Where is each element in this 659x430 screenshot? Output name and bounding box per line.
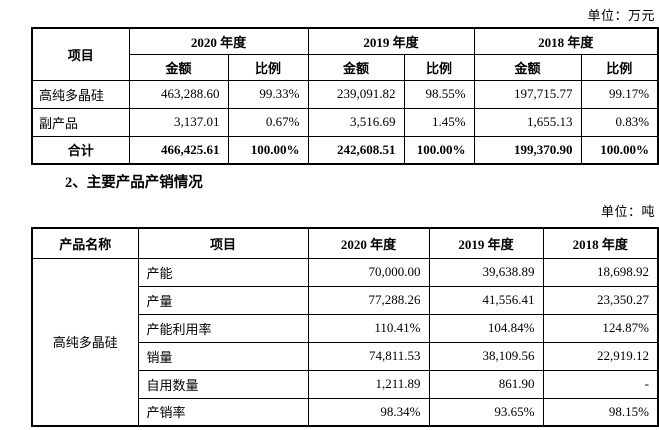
cell-amount-2020: 463,288.60 xyxy=(128,79,229,109)
col-header-amount-2018: 金额 xyxy=(473,53,582,81)
cell-product-name: 高纯多晶硅 xyxy=(31,257,139,427)
cell-amount-2020: 3,137.01 xyxy=(128,107,229,137)
cell-value-2020: 70,000.00 xyxy=(307,257,430,287)
cell-value-2018: 124.87% xyxy=(542,313,659,343)
cell-value-2018: 98.15% xyxy=(542,397,659,427)
col-header-item: 项目 xyxy=(137,227,309,259)
cell-ratio-2018: 0.83% xyxy=(580,107,659,137)
table-row-output: 产量 77,288.26 41,556.41 23,350.27 xyxy=(32,285,659,315)
table-row-capacity: 高纯多晶硅 产能 70,000.00 39,638.89 18,698.92 xyxy=(31,257,659,427)
col-header-year-2018: 2018 年度 xyxy=(473,27,659,55)
table-row-byproduct: 副产品 3,137.01 0.67% 3,516.69 1.45% 1,655.… xyxy=(31,107,659,137)
cell-ratio-2018: 100.00% xyxy=(580,135,659,165)
cell-item-total: 合计 xyxy=(31,135,130,165)
cell-value-2020: 98.34% xyxy=(307,397,430,427)
cell-value-2020: 110.41% xyxy=(307,313,430,343)
production-header-row: 产品名称 项目 2020 年度 2019 年度 2018 年度 xyxy=(31,227,659,259)
revenue-table: 项目 2020 年度 2019 年度 2018 年度 金额 比例 金额 比例 金… xyxy=(31,27,659,165)
cell-item: 产量 xyxy=(137,285,309,315)
cell-ratio-2020: 99.33% xyxy=(227,79,309,109)
col-header-year-2019: 2019 年度 xyxy=(307,27,475,55)
production-table: 产品名称 项目 2020 年度 2019 年度 2018 年度 高纯多晶硅 产能… xyxy=(31,227,659,427)
col-header-product-name: 产品名称 xyxy=(31,227,139,259)
cell-item: 高纯多晶硅 xyxy=(31,79,130,109)
cell-value-2018: - xyxy=(542,369,659,399)
cell-value-2018: 22,919.12 xyxy=(542,341,659,371)
col-header-ratio-2020: 比例 xyxy=(227,53,309,81)
cell-item: 自用数量 xyxy=(137,369,309,399)
section-heading: 2、主要产品产销情况 xyxy=(65,175,203,191)
col-header-year-2018: 2018 年度 xyxy=(542,227,659,259)
cell-ratio-2019: 1.45% xyxy=(403,107,475,137)
cell-amount-2020: 466,425.61 xyxy=(128,135,229,165)
cell-value-2019: 39,638.89 xyxy=(428,257,544,287)
cell-item: 副产品 xyxy=(31,107,130,137)
col-header-amount-2019: 金额 xyxy=(307,53,405,81)
col-header-item: 项目 xyxy=(31,27,130,81)
col-header-year-2020: 2020 年度 xyxy=(307,227,430,259)
table-row-self-use: 自用数量 1,211.89 861.90 - xyxy=(32,369,659,399)
table-row-sales-volume: 销量 74,811.53 38,109.56 22,919.12 xyxy=(32,341,659,371)
cell-value-2020: 74,811.53 xyxy=(307,341,430,371)
cell-value-2019: 41,556.41 xyxy=(428,285,544,315)
table-row-polysilicon: 高纯多晶硅 463,288.60 99.33% 239,091.82 98.55… xyxy=(31,79,659,109)
col-header-ratio-2018: 比例 xyxy=(580,53,659,81)
cell-ratio-2019: 98.55% xyxy=(403,79,475,109)
cell-amount-2019: 239,091.82 xyxy=(307,79,405,109)
cell-ratio-2019: 100.00% xyxy=(403,135,475,165)
cell-item: 产能 xyxy=(137,257,309,287)
cell-value-2020: 77,288.26 xyxy=(307,285,430,315)
cell-value-2018: 23,350.27 xyxy=(542,285,659,315)
col-header-year-2020: 2020 年度 xyxy=(128,27,309,55)
cell-ratio-2020: 0.67% xyxy=(227,107,309,137)
table-row-sales-ratio: 产销率 98.34% 93.65% 98.15% xyxy=(32,397,659,427)
cell-amount-2019: 3,516.69 xyxy=(307,107,405,137)
revenue-header-row-sub: 金额 比例 金额 比例 金额 比例 xyxy=(32,53,659,81)
unit-label-production: 单位：吨 xyxy=(600,204,655,219)
unit-label-revenue: 单位：万元 xyxy=(587,8,655,23)
cell-amount-2018: 197,715.77 xyxy=(473,79,582,109)
cell-amount-2019: 242,608.51 xyxy=(307,135,405,165)
col-header-year-2019: 2019 年度 xyxy=(428,227,544,259)
cell-item: 销量 xyxy=(137,341,309,371)
cell-ratio-2018: 99.17% xyxy=(580,79,659,109)
col-header-ratio-2019: 比例 xyxy=(403,53,475,81)
cell-item: 产能利用率 xyxy=(137,313,309,343)
cell-value-2019: 104.84% xyxy=(428,313,544,343)
cell-value-2018: 18,698.92 xyxy=(542,257,659,287)
revenue-header-row-years: 项目 2020 年度 2019 年度 2018 年度 xyxy=(31,27,659,81)
cell-value-2019: 93.65% xyxy=(428,397,544,427)
cell-amount-2018: 199,370.90 xyxy=(473,135,582,165)
cell-ratio-2020: 100.00% xyxy=(227,135,309,165)
col-header-amount-2020: 金额 xyxy=(128,53,229,81)
cell-value-2019: 861.90 xyxy=(428,369,544,399)
cell-value-2019: 38,109.56 xyxy=(428,341,544,371)
cell-amount-2018: 1,655.13 xyxy=(473,107,582,137)
table-row-utilization: 产能利用率 110.41% 104.84% 124.87% xyxy=(32,313,659,343)
cell-value-2020: 1,211.89 xyxy=(307,369,430,399)
table-row-total: 合计 466,425.61 100.00% 242,608.51 100.00%… xyxy=(31,135,659,165)
cell-item: 产销率 xyxy=(137,397,309,427)
